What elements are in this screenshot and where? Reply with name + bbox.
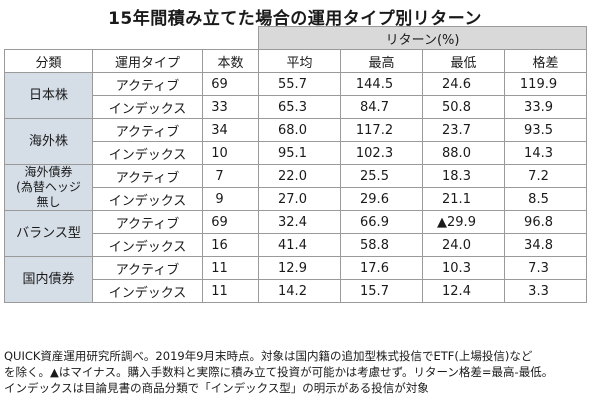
count-cell: 7 (202, 164, 259, 188)
category-line: (為替ヘッジ (16, 180, 81, 194)
table-row: インデックス 11 14.2 15.7 12.4 3.3 (5, 279, 588, 303)
type-cell: アクティブ (92, 256, 203, 280)
table-row: インデックス 10 95.1 102.3 88.0 14.3 (5, 141, 588, 165)
max-cell: 29.6 (340, 187, 423, 211)
figure-title: 15年間積み立てた場合の運用タイプ別リターン (108, 9, 482, 29)
type-cell: インデックス (92, 95, 203, 119)
max-cell: 15.7 (340, 279, 423, 303)
footnote-line: を除く。▲はマイナス。購入手数料と実際に積み立て投資が可能かは考慮せず。リターン… (4, 365, 554, 379)
category-cell: 日本株 (4, 72, 93, 119)
gap-cell: 8.5 (503, 187, 588, 211)
avg-cell: 22.0 (258, 164, 341, 188)
min-cell: 23.7 (422, 118, 505, 142)
gap-cell: 93.5 (503, 118, 588, 142)
category-cell: 海外株 (4, 118, 93, 165)
min-cell: 21.1 (422, 187, 505, 211)
table-row: 国内債券 アクティブ 11 12.9 17.6 10.3 7.3 (4, 256, 588, 303)
table-row: インデックス 9 27.0 29.6 21.1 8.5 (5, 187, 588, 211)
gap-cell: 34.8 (503, 233, 588, 257)
type-cell: アクティブ (92, 164, 203, 188)
type-cell: インデックス (92, 141, 203, 165)
count-cell: 69 (202, 72, 259, 96)
table-row: 日本株 アクティブ 69 55.7 144.5 24.6 119.9 (4, 72, 588, 119)
min-cell: ▲29.9 (422, 210, 505, 234)
gap-cell: 3.3 (503, 279, 588, 303)
return-group-header: リターン(%) (257, 26, 588, 50)
category-cell: 海外債券 (為替ヘッジ 無し (4, 164, 93, 211)
category-line: 無し (36, 195, 61, 209)
avg-cell: 55.7 (258, 72, 341, 96)
max-cell: 84.7 (340, 95, 423, 119)
col-header-gap: 格差 (503, 49, 588, 73)
table-row: 海外株 アクティブ 34 68.0 117.2 23.7 93.5 (4, 118, 588, 165)
count-cell: 34 (202, 118, 259, 142)
col-header-min: 最低 (422, 49, 505, 73)
header-row: 分類 運用タイプ 本数 平均 最高 最低 格差 (4, 49, 588, 73)
max-cell: 117.2 (340, 118, 423, 142)
avg-cell: 32.4 (258, 210, 341, 234)
table-body: 日本株 アクティブ 69 55.7 144.5 24.6 119.9 インデックス 33 65.3… (4, 72, 588, 303)
max-cell: 102.3 (340, 141, 423, 165)
min-cell: 24.0 (422, 233, 505, 257)
type-cell: インデックス (92, 279, 203, 303)
max-cell: 66.9 (340, 210, 423, 234)
type-cell: アクティブ (92, 118, 203, 142)
avg-cell: 12.9 (258, 256, 341, 280)
category-cell: バランス型 (4, 210, 93, 257)
col-header-type: 運用タイプ (92, 49, 203, 73)
count-cell: 9 (202, 187, 259, 211)
footnote: QUICK資産運用研究所調べ。2019年9月末時点。対象は国内籍の追加型株式投信… (4, 348, 588, 396)
type-cell: アクティブ (92, 72, 203, 96)
count-cell: 11 (202, 256, 259, 280)
gap-cell: 14.3 (503, 141, 588, 165)
max-cell: 25.5 (340, 164, 423, 188)
table-row: 海外債券 (為替ヘッジ 無し アクティブ 7 22.0 25.5 18.3 7.2 (4, 164, 588, 211)
type-cell: インデックス (92, 187, 203, 211)
col-header-max: 最高 (340, 49, 423, 73)
gap-cell: 7.2 (503, 164, 588, 188)
col-header-category: 分類 (4, 49, 93, 73)
avg-cell: 41.4 (258, 233, 341, 257)
gap-cell: 119.9 (503, 72, 588, 96)
gap-cell: 7.3 (503, 256, 588, 280)
min-cell: 88.0 (422, 141, 505, 165)
min-cell: 18.3 (422, 164, 505, 188)
min-cell: 12.4 (422, 279, 505, 303)
avg-cell: 14.2 (258, 279, 341, 303)
min-cell: 50.8 (422, 95, 505, 119)
gap-cell: 96.8 (503, 210, 588, 234)
count-cell: 69 (202, 210, 259, 234)
max-cell: 17.6 (340, 256, 423, 280)
col-header-count: 本数 (202, 49, 259, 73)
return-table: リターン(%) 分類 運用タイプ 本数 平均 最高 最低 格差 日本株 アクティブ… (4, 26, 588, 303)
avg-cell: 65.3 (258, 95, 341, 119)
min-cell: 24.6 (422, 72, 505, 96)
table-row: インデックス 33 65.3 84.7 50.8 33.9 (5, 95, 588, 119)
avg-cell: 95.1 (258, 141, 341, 165)
table-row: インデックス 16 41.4 58.8 24.0 34.8 (5, 233, 588, 257)
category-cell: 国内債券 (4, 256, 93, 303)
avg-cell: 27.0 (258, 187, 341, 211)
avg-cell: 68.0 (258, 118, 341, 142)
col-header-avg: 平均 (258, 49, 341, 73)
min-cell: 10.3 (422, 256, 505, 280)
type-cell: アクティブ (92, 210, 203, 234)
footnote-line: インデックスは目論見書の商品分類で「インデックス型」の明示がある投信が対象 (4, 381, 429, 395)
gap-cell: 33.9 (503, 95, 588, 119)
header-row-top: リターン(%) (4, 26, 588, 50)
table-row: バランス型 アクティブ 69 32.4 66.9 ▲29.9 96.8 (4, 210, 588, 257)
count-cell: 16 (202, 233, 259, 257)
footnote-line: QUICK資産運用研究所調べ。2019年9月末時点。対象は国内籍の追加型株式投信… (4, 349, 533, 363)
count-cell: 33 (202, 95, 259, 119)
count-cell: 11 (202, 279, 259, 303)
type-cell: インデックス (92, 233, 203, 257)
category-line: 海外債券 (24, 165, 73, 179)
count-cell: 10 (202, 141, 259, 165)
max-cell: 144.5 (340, 72, 423, 96)
max-cell: 58.8 (340, 233, 423, 257)
